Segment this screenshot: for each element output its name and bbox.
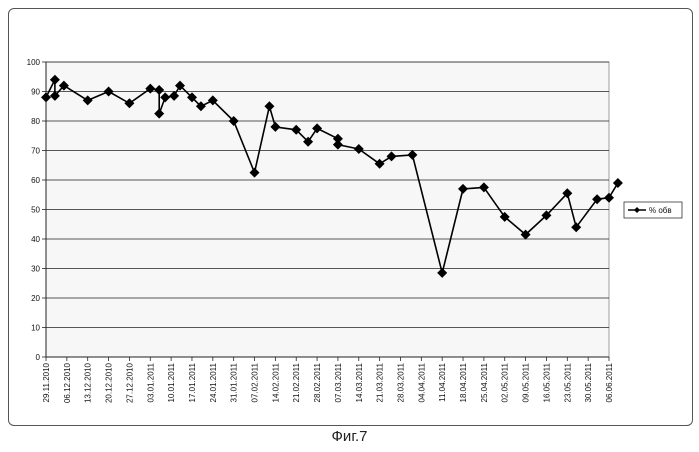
- x-tick-label-18: 04.04.2011: [417, 362, 426, 402]
- x-tick-label-5: 03.01.2011: [146, 362, 155, 402]
- x-tick-label-20: 18.04.2011: [459, 362, 468, 402]
- x-tick-label-6: 10.01.2011: [167, 362, 176, 402]
- x-tick-label-17: 28.03.2011: [396, 362, 405, 402]
- x-tick-label-22: 02.05.2011: [501, 362, 510, 402]
- figure-caption: Фиг.7: [0, 428, 699, 445]
- y-tick-label-70: 70: [31, 147, 40, 156]
- y-tick-label-80: 80: [31, 117, 40, 126]
- y-tick-label-0: 0: [36, 353, 41, 362]
- x-tick-label-26: 30.05.2011: [584, 362, 593, 402]
- x-tick-label-12: 21.02.2011: [292, 362, 301, 402]
- x-tick-label-10: 07.02.2011: [251, 362, 260, 402]
- x-tick-label-0: 29.11.2010: [42, 362, 51, 402]
- x-tick-label-4: 27.12.2010: [125, 362, 134, 403]
- x-tick-label-14: 07.03.2011: [334, 362, 343, 402]
- x-tick-label-19: 11.04.2011: [438, 362, 447, 401]
- x-tick-label-27: 06.06.2011: [605, 362, 614, 402]
- x-tick-label-13: 28.02.2011: [313, 362, 322, 402]
- x-tick-label-16: 21.03.2011: [376, 362, 385, 402]
- legend: % обв: [624, 202, 682, 218]
- y-tick-label-20: 20: [31, 294, 40, 303]
- x-tick-label-23: 09.05.2011: [522, 362, 531, 402]
- data-point-39: [613, 178, 623, 188]
- y-tick-label-90: 90: [31, 88, 40, 97]
- x-tick-label-1: 06.12.2010: [63, 362, 72, 403]
- x-tick-label-2: 13.12.2010: [84, 362, 93, 403]
- x-tick-label-24: 16.05.2011: [542, 362, 551, 402]
- y-tick-label-50: 50: [31, 206, 40, 215]
- x-tick-label-9: 31.01.2011: [230, 362, 239, 402]
- legend-label: % обв: [649, 206, 672, 215]
- x-tick-label-3: 20.12.2010: [105, 362, 114, 403]
- x-tick-label-11: 14.02.2011: [271, 362, 280, 402]
- y-tick-label-100: 100: [27, 58, 41, 67]
- x-tick-label-8: 24.01.2011: [209, 362, 218, 402]
- x-tick-label-25: 23.05.2011: [563, 362, 572, 402]
- y-tick-label-40: 40: [31, 235, 40, 244]
- x-tick-label-21: 25.04.2011: [480, 362, 489, 402]
- plot-area: 0 10 20 30 40 50 60 70 80 90 100 29.11.2010 06.12.20…: [27, 58, 623, 403]
- y-tick-label-10: 10: [31, 324, 40, 333]
- y-tick-label-60: 60: [31, 176, 40, 185]
- y-tick-label-30: 30: [31, 265, 40, 274]
- x-tick-label-7: 17.01.2011: [188, 362, 197, 402]
- x-tick-label-15: 14.03.2011: [355, 362, 364, 402]
